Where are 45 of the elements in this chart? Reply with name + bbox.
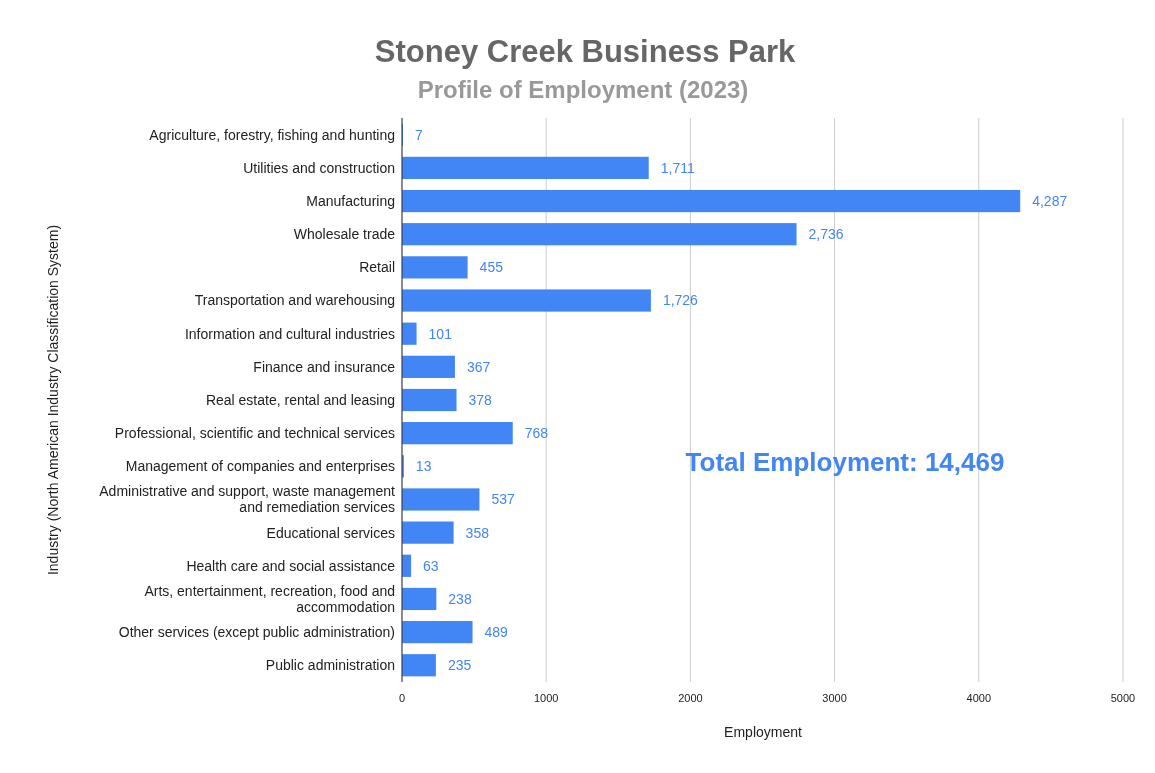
data-label: 13 <box>415 458 432 475</box>
data-label: 378 <box>468 391 493 408</box>
x-tick-label: 0 <box>398 692 406 704</box>
y-tick-label: Transportation and warehousing <box>194 292 395 309</box>
data-label: 489 <box>484 624 509 640</box>
y-axis-title: Industry (North American Industry Classification System) <box>45 224 61 576</box>
data-label: 455 <box>479 259 504 276</box>
y-tick-label: Finance and insurance <box>253 358 396 375</box>
y-tick-label: Retail <box>359 259 395 276</box>
y-tick-label: Wholesale trade <box>293 226 396 243</box>
data-label: 235 <box>447 657 472 674</box>
y-tick-label: Management of companies and enterprises <box>125 458 395 475</box>
data-label: 537 <box>491 491 516 508</box>
data-label: 101 <box>428 325 453 342</box>
y-tick-label: Administrative and support, waste management and remediation services <box>99 483 396 516</box>
y-tick-label: Other services (except public administration) <box>118 624 395 640</box>
x-tick-label: 2000 <box>678 692 703 704</box>
data-label: 63 <box>423 557 439 574</box>
data-label: 358 <box>465 524 490 541</box>
x-tick-label: 4000 <box>966 692 992 704</box>
x-tick-label: 3000 <box>822 692 847 704</box>
data-label: 367 <box>466 358 491 375</box>
y-tick-label: Health care and social assistance <box>186 557 396 574</box>
data-label: 1,726 <box>662 292 699 309</box>
x-axis-title: Employment <box>724 724 803 740</box>
x-tick-label: 5000 <box>1110 692 1136 704</box>
y-tick-label: Utilities and construction <box>243 159 395 176</box>
y-tick-label: Agriculture, forestry, fishing and hunting <box>149 126 395 143</box>
y-tick-label: Information and cultural industries <box>184 325 395 342</box>
data-label: 2,736 <box>808 226 844 243</box>
data-label: 4,287 <box>1032 192 1068 209</box>
y-tick-label: Public administration <box>265 657 395 674</box>
y-tick-label: Manufacturing <box>306 192 395 209</box>
data-label: 768 <box>524 425 549 442</box>
y-tick-label: Arts, entertainment, recreation, food and accommodation <box>144 582 395 615</box>
x-tick-label: 1000 <box>533 692 559 704</box>
annotation: Total Employment: 14,469 <box>685 447 1005 477</box>
data-label: 238 <box>448 590 472 607</box>
data-label: 1,711 <box>660 159 695 176</box>
chart-title: Stoney Creek Business Park <box>374 34 796 69</box>
data-label: 7 <box>415 126 424 143</box>
chart-subtitle: Profile of Employment (2023) <box>417 76 749 103</box>
y-tick-label: Professional, scientific and technical services <box>114 425 395 442</box>
y-tick-label: Educational services <box>266 524 395 541</box>
y-tick-label: Real estate, rental and leasing <box>205 391 395 408</box>
